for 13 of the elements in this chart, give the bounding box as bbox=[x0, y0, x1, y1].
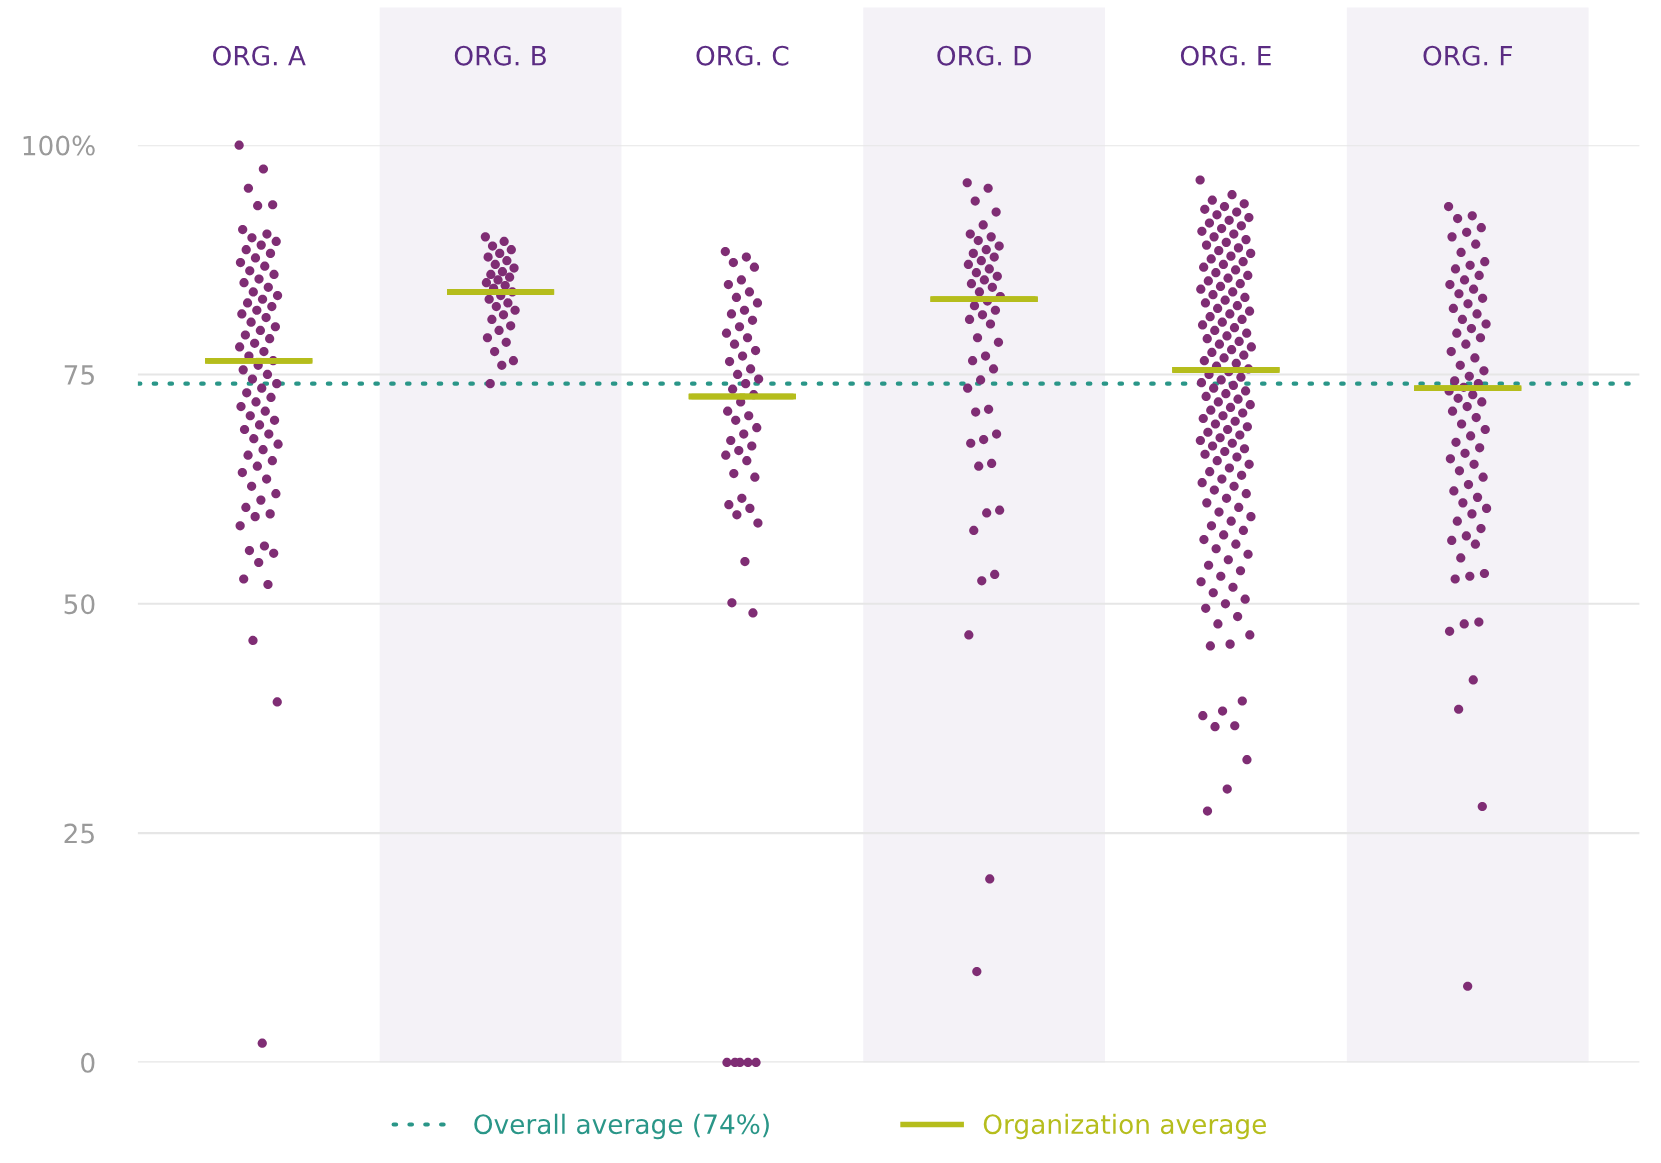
y-tick-label: 0 bbox=[81, 1052, 95, 1073]
y-tick-label: 75 bbox=[64, 365, 94, 385]
x-tick-label: ORG. B bbox=[454, 45, 546, 66]
y-tick-label: 100% bbox=[23, 135, 95, 156]
legend-label: Overall average (74%) bbox=[474, 1113, 769, 1140]
x-tick-label: ORG. E bbox=[1180, 45, 1271, 66]
x-tick-label: ORG. C bbox=[696, 45, 789, 66]
x-tick-label: ORG. A bbox=[213, 45, 306, 66]
y-tick-label: 50 bbox=[64, 594, 95, 615]
y-tick-label: 25 bbox=[64, 823, 94, 844]
x-tick-label: ORG. D bbox=[937, 45, 1031, 66]
x-tick-label: ORG. F bbox=[1423, 45, 1512, 66]
legend-label: Organization average bbox=[983, 1113, 1266, 1140]
